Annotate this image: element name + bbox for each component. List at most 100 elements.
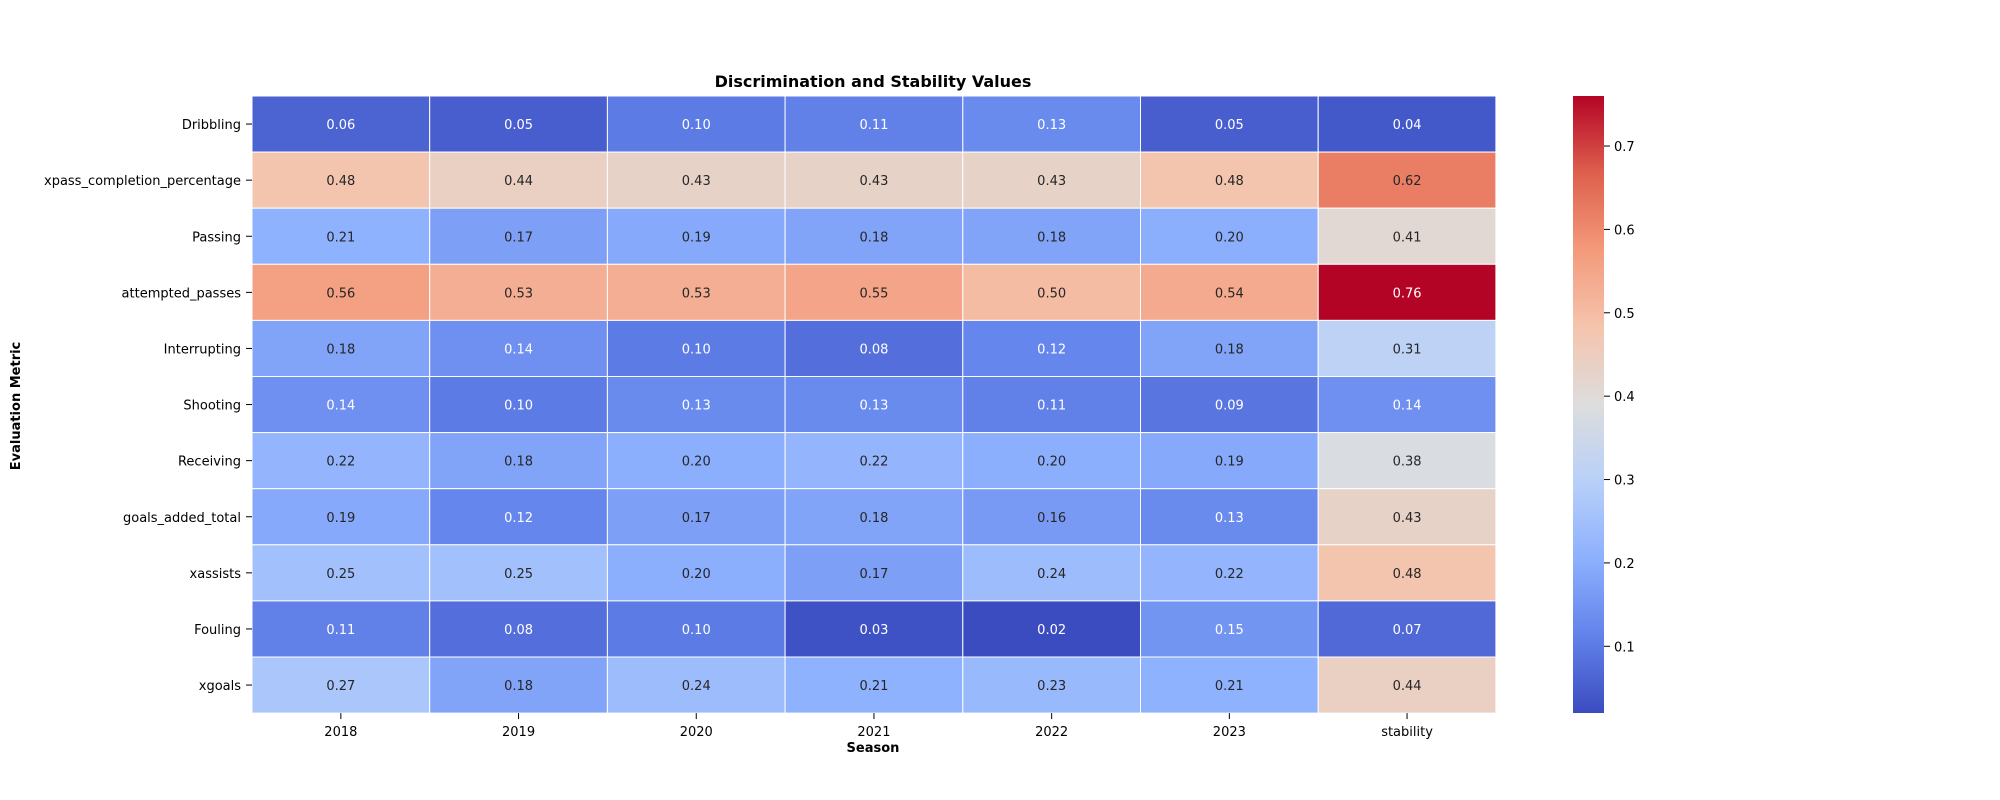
heatmap-cell bbox=[429, 488, 608, 546]
cell-value-label: 0.10 bbox=[682, 342, 711, 357]
cell-value-label: 0.07 bbox=[1393, 623, 1422, 638]
y-tick-label: xassists bbox=[190, 567, 242, 582]
heatmap-cell bbox=[606, 319, 786, 377]
cell-value-label: 0.27 bbox=[326, 679, 355, 694]
heatmap-cell bbox=[784, 600, 964, 658]
heatmap-cell bbox=[1140, 95, 1319, 153]
cell-value-label: 0.17 bbox=[859, 567, 888, 582]
cell-value-label: 0.44 bbox=[504, 174, 533, 189]
heatmap-cell bbox=[1317, 488, 1497, 546]
cell-value-label: 0.31 bbox=[1393, 342, 1422, 357]
heatmap-cell bbox=[251, 432, 431, 490]
cell-value-label: 0.12 bbox=[504, 511, 533, 526]
cell-value-label: 0.08 bbox=[859, 342, 888, 357]
cell-value-label: 0.12 bbox=[1037, 342, 1066, 357]
heatmap-cell bbox=[1317, 151, 1497, 209]
heatmap-cell bbox=[606, 544, 786, 602]
cell-value-label: 0.10 bbox=[682, 623, 711, 638]
cell-value-label: 0.41 bbox=[1393, 230, 1422, 245]
cell-value-label: 0.06 bbox=[326, 118, 355, 133]
cell-value-label: 0.24 bbox=[682, 679, 711, 694]
colorbar bbox=[1573, 96, 1604, 713]
y-tick-label: Shooting bbox=[183, 399, 241, 414]
cell-value-label: 0.43 bbox=[682, 174, 711, 189]
cell-value-label: 0.76 bbox=[1393, 286, 1422, 301]
cell-value-label: 0.04 bbox=[1393, 118, 1422, 133]
cell-value-label: 0.18 bbox=[859, 230, 888, 245]
heatmap-cell bbox=[1140, 151, 1319, 209]
heatmap-cell bbox=[1140, 656, 1319, 714]
y-tick-label: goals_added_total bbox=[123, 511, 241, 526]
cell-value-label: 0.17 bbox=[504, 230, 533, 245]
colorbar-ticks: 0.1 0.2 0.3 0.4 0.5 0.6 0.7 bbox=[1604, 140, 1635, 655]
heatmap-cell bbox=[251, 376, 431, 434]
heatmap-cell bbox=[1317, 376, 1497, 434]
heatmap-cell bbox=[606, 376, 786, 434]
x-tick-labels: 2018 2019 2020 2021 2022 2023 stability bbox=[324, 713, 1433, 740]
heatmap-cell bbox=[429, 376, 608, 434]
cell-value-label: 0.54 bbox=[1215, 286, 1244, 301]
heatmap-cell bbox=[1317, 207, 1497, 265]
cell-value-label: 0.62 bbox=[1393, 174, 1422, 189]
cell-value-label: 0.20 bbox=[1037, 455, 1066, 470]
cell-value-label: 0.18 bbox=[326, 342, 355, 357]
cell-value-label: 0.56 bbox=[326, 286, 355, 301]
heatmap-cell bbox=[251, 319, 431, 377]
colorbar-tick-label: 0.7 bbox=[1614, 140, 1635, 155]
heatmap-cell bbox=[606, 600, 786, 658]
heatmap-cell bbox=[1140, 600, 1319, 658]
cell-value-label: 0.22 bbox=[859, 455, 888, 470]
heatmap-cell bbox=[784, 432, 964, 490]
x-tick-label: 2021 bbox=[857, 725, 890, 740]
cell-value-label: 0.08 bbox=[504, 623, 533, 638]
cell-value-label: 0.48 bbox=[326, 174, 355, 189]
heatmap-cell bbox=[784, 656, 964, 714]
cell-value-label: 0.23 bbox=[1037, 679, 1066, 694]
chart-title: Discrimination and Stability Values bbox=[715, 72, 1032, 91]
x-tick-label: stability bbox=[1381, 725, 1433, 740]
heatmap-cell bbox=[1317, 319, 1497, 377]
cell-value-label: 0.13 bbox=[859, 399, 888, 414]
colorbar-tick-label: 0.3 bbox=[1614, 474, 1635, 489]
cell-value-label: 0.18 bbox=[1037, 230, 1066, 245]
x-tick-label: 2023 bbox=[1213, 725, 1246, 740]
y-tick-label: attempted_passes bbox=[122, 286, 242, 301]
heatmap-cell bbox=[784, 488, 964, 546]
cell-value-label: 0.50 bbox=[1037, 286, 1066, 301]
cell-value-label: 0.05 bbox=[1215, 118, 1244, 133]
heatmap-cell bbox=[606, 151, 786, 209]
cell-value-label: 0.48 bbox=[1215, 174, 1244, 189]
y-tick-label: xgoals bbox=[199, 679, 241, 694]
heatmap-cell bbox=[1317, 600, 1497, 658]
cell-value-label: 0.22 bbox=[1215, 567, 1244, 582]
cell-value-label: 0.38 bbox=[1393, 455, 1422, 470]
colorbar-tick-label: 0.4 bbox=[1614, 390, 1635, 405]
heatmap-cell bbox=[1317, 432, 1497, 490]
heatmap-cell-labels: 0.06 0.05 0.10 0.11 0.13 0.05 0.04 0.48 0.44 0.43… bbox=[326, 118, 1421, 694]
cell-value-label: 0.13 bbox=[1215, 511, 1244, 526]
x-tick-label: 2022 bbox=[1035, 725, 1068, 740]
cell-value-label: 0.20 bbox=[682, 455, 711, 470]
cell-value-label: 0.21 bbox=[326, 230, 355, 245]
cell-value-label: 0.25 bbox=[326, 567, 355, 582]
y-tick-label: Receiving bbox=[178, 455, 241, 470]
cell-value-label: 0.16 bbox=[1037, 511, 1066, 526]
cell-value-label: 0.20 bbox=[1215, 230, 1244, 245]
x-tick-label: 2018 bbox=[324, 725, 357, 740]
heatmap-cell bbox=[962, 95, 1141, 153]
cell-value-label: 0.10 bbox=[682, 118, 711, 133]
y-tick-label: Fouling bbox=[194, 623, 241, 638]
cell-value-label: 0.43 bbox=[859, 174, 888, 189]
heatmap-cell bbox=[251, 263, 431, 321]
heatmap-cell bbox=[429, 207, 608, 265]
colorbar-tick-label: 0.1 bbox=[1614, 640, 1635, 655]
cell-value-label: 0.02 bbox=[1037, 623, 1066, 638]
cell-value-label: 0.17 bbox=[682, 511, 711, 526]
y-axis-label: Evaluation Metric bbox=[9, 342, 24, 471]
cell-value-label: 0.53 bbox=[504, 286, 533, 301]
cell-value-label: 0.13 bbox=[1037, 118, 1066, 133]
cell-value-label: 0.09 bbox=[1215, 399, 1244, 414]
heatmap-cell bbox=[429, 656, 608, 714]
x-tick-label: 2019 bbox=[502, 725, 535, 740]
y-tick-label: xpass_completion_percentage bbox=[44, 174, 241, 189]
